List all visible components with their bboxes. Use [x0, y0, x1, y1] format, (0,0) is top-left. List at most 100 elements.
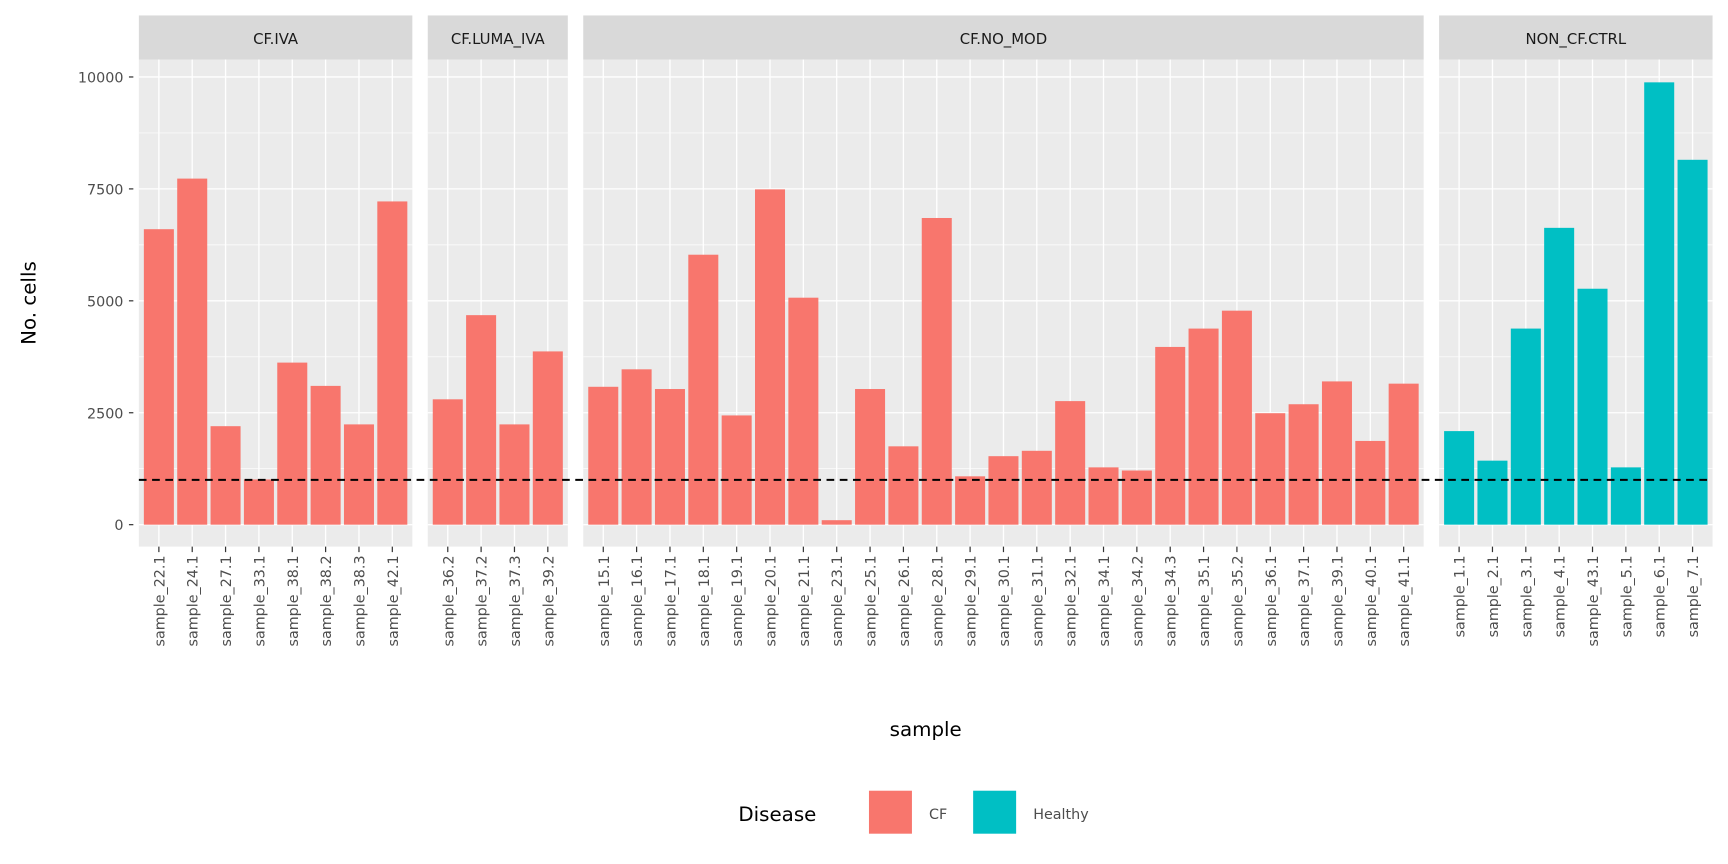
x-tick-label: sample_37.1: [1297, 555, 1313, 646]
y-tick-label: 0: [114, 518, 123, 534]
bar: [1677, 159, 1708, 525]
bar: [788, 297, 819, 525]
x-tick-label: sample_16.1: [630, 555, 646, 646]
bar: [310, 385, 341, 525]
bar: [466, 315, 497, 525]
bar: [1355, 440, 1386, 525]
x-axis-title: sample: [890, 718, 962, 741]
x-tick-label: sample_2.1: [1486, 555, 1502, 637]
x-tick-label: sample_17.1: [663, 555, 679, 646]
strip-label: CF.IVA: [253, 30, 299, 48]
bar: [988, 456, 1019, 525]
bar: [143, 229, 174, 525]
x-tick-label: sample_38.3: [352, 555, 368, 646]
x-tick-label: sample_22.1: [152, 555, 168, 646]
bar: [654, 389, 685, 525]
bar: [888, 446, 919, 525]
x-tick-label: sample_24.1: [186, 555, 202, 646]
strip-background: [583, 15, 1424, 60]
bar: [499, 424, 530, 525]
x-tick-label: sample_35.2: [1230, 555, 1246, 646]
x-tick-label: sample_34.3: [1164, 555, 1180, 646]
x-tick-label: sample_42.1: [386, 555, 402, 646]
legend-label: Healthy: [1033, 807, 1089, 823]
x-tick-label: sample_32.1: [1064, 555, 1080, 646]
bar: [621, 369, 652, 525]
bar: [721, 415, 752, 525]
bar: [377, 201, 408, 525]
strip-label: CF.NO_MOD: [960, 30, 1047, 48]
strip-background: [427, 15, 568, 60]
x-tick-label: sample_1.1: [1453, 555, 1469, 637]
bar: [210, 426, 241, 525]
bar: [855, 389, 886, 525]
strip-label: CF.LUMA_IVA: [451, 30, 546, 48]
x-tick-label: sample_6.1: [1653, 555, 1669, 637]
y-tick-label: 7500: [87, 182, 123, 198]
legend-key: [972, 789, 1018, 835]
bar: [1477, 460, 1508, 525]
x-tick-label: sample_23.1: [830, 555, 846, 646]
x-tick-label: sample_33.1: [252, 555, 268, 646]
bar: [1644, 82, 1675, 525]
y-axis-title: No. cells: [17, 261, 40, 345]
bar: [688, 254, 719, 525]
x-tick-label: sample_38.2: [319, 555, 335, 646]
bar: [1544, 227, 1575, 525]
bar: [1155, 346, 1186, 525]
bar: [955, 476, 986, 525]
plot: sample No. cells Disease 0 2500 5000 7500 10…: [17, 15, 1713, 835]
x-tick-label: sample_43.1: [1586, 555, 1602, 646]
bar: [1288, 404, 1319, 525]
x-tick-label: sample_41.1: [1397, 555, 1413, 646]
x-tick-label: sample_39.1: [1330, 555, 1346, 646]
x-tick-label: sample_19.1: [730, 555, 746, 646]
bar: [1510, 328, 1541, 525]
bar: [432, 399, 463, 525]
x-tick-label: sample_18.1: [697, 555, 713, 646]
x-tick-label: sample_26.1: [897, 555, 913, 646]
bar: [755, 189, 786, 525]
x-tick-label: sample_4.1: [1553, 555, 1569, 637]
bar: [1255, 413, 1286, 525]
legend-key: [867, 789, 914, 835]
strip-background: [138, 15, 413, 60]
x-tick-label: sample_31.1: [1030, 555, 1046, 646]
bar: [1188, 328, 1219, 525]
bar: [1610, 467, 1641, 525]
x-tick-label: sample_27.1: [219, 555, 235, 646]
bar: [1388, 383, 1419, 525]
bar: [588, 386, 619, 525]
x-tick-label: sample_40.1: [1364, 555, 1380, 646]
x-tick-label: sample_34.2: [1130, 555, 1146, 646]
bar: [1121, 470, 1152, 525]
x-tick-label: sample_39.2: [541, 555, 557, 646]
x-tick-label: sample_25.1: [864, 555, 880, 646]
bar: [1321, 381, 1352, 525]
x-tick-label: sample_35.1: [1197, 555, 1213, 646]
bar: [177, 178, 208, 525]
bar: [1088, 467, 1119, 525]
bar: [1444, 431, 1475, 525]
x-tick-label: sample_3.1: [1519, 555, 1535, 637]
x-tick-label: sample_36.2: [441, 555, 457, 646]
bar: [921, 217, 952, 525]
x-tick-label: sample_34.1: [1097, 555, 1113, 646]
y-tick-label: 10000: [78, 70, 124, 86]
x-tick-label: sample_29.1: [964, 555, 980, 646]
x-tick-label: sample_7.1: [1686, 555, 1702, 637]
bar: [532, 351, 563, 525]
x-tick-label: sample_5.1: [1619, 555, 1635, 637]
x-tick-label: sample_28.1: [930, 555, 946, 646]
x-tick-label: sample_30.1: [997, 555, 1013, 646]
x-tick-label: sample_37.2: [475, 555, 491, 646]
x-tick-label: sample_37.3: [508, 555, 524, 646]
bar: [1055, 401, 1086, 525]
y-tick-label: 5000: [87, 294, 123, 310]
y-tick-label: 2500: [87, 406, 123, 422]
bar: [243, 479, 274, 525]
strip-label: NON_CF.CTRL: [1525, 30, 1626, 48]
x-tick-label: sample_20.1: [764, 555, 780, 646]
